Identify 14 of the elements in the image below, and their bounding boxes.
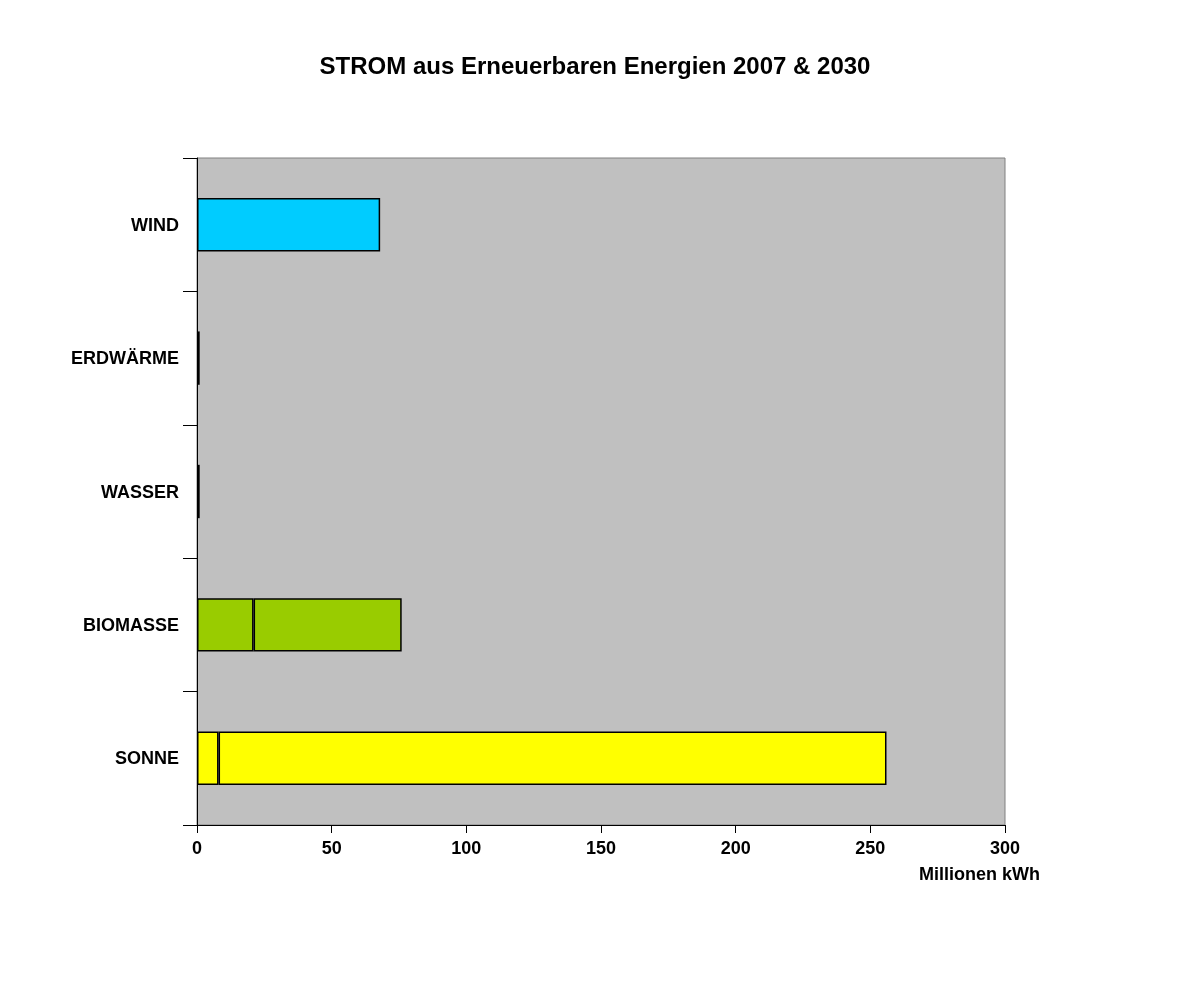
x-axis-title: Millionen kWh [919,864,1040,884]
x-tick-label: 250 [855,838,886,858]
y-tick-label: WIND [131,214,179,235]
x-tick-label: 150 [585,838,617,858]
x-tick-label: 300 [989,838,1021,858]
y-tick-label: ERDWÄRME [71,348,179,369]
x-tick-label: 200 [720,838,751,858]
chart-title: STROM aus Erneuerbaren Energien 2007 & 2030 [319,51,871,79]
y-tick-label: SONNE [114,748,179,769]
x-tick-label: 100 [451,838,482,858]
x-tick-label: 50 [321,838,342,858]
y-tick-label: WASSER [100,481,179,502]
y-tick-label: BIOMASSE [82,614,179,635]
x-tick-label: 0 [191,838,203,858]
